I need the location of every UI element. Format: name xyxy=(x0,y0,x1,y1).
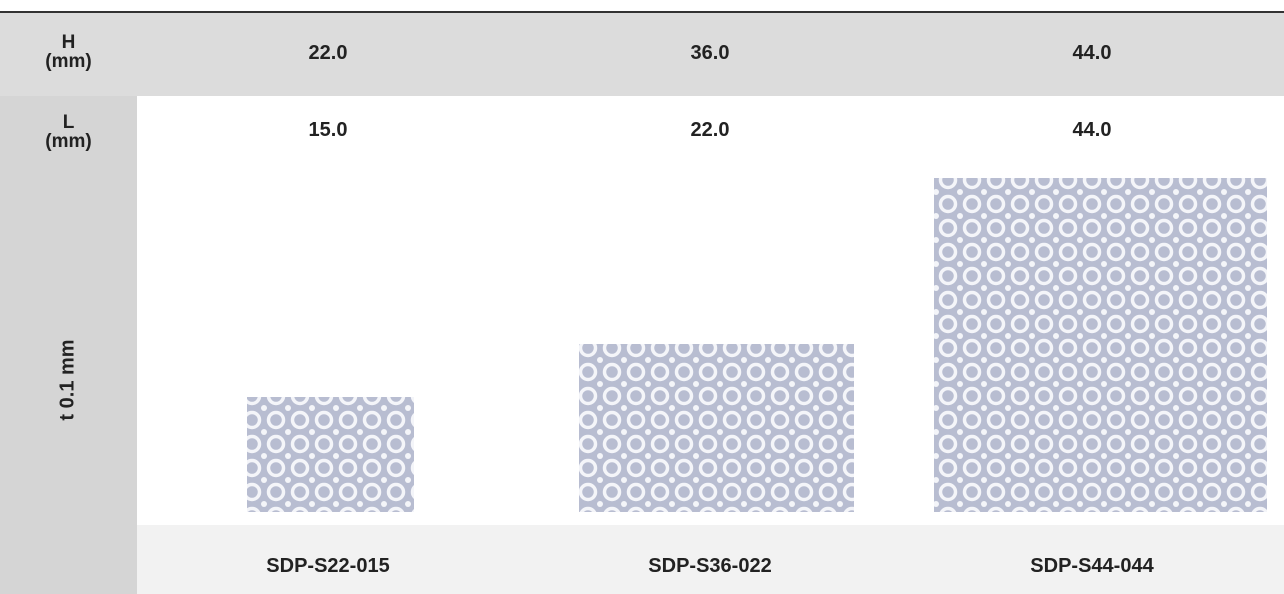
top-border xyxy=(0,11,1284,13)
row-label-line: (mm) xyxy=(45,131,92,152)
row-label-line: L xyxy=(62,112,75,133)
product-code: SDP-S22-015 xyxy=(266,555,390,577)
label-column xyxy=(0,96,137,594)
row-label-line: (mm) xyxy=(45,51,92,72)
row-label-line: H xyxy=(61,32,76,53)
cell: 36.0 xyxy=(690,42,730,64)
product-code: SDP-S36-022 xyxy=(648,555,772,577)
row-label: H (mm) xyxy=(0,33,137,71)
row-label: L (mm) xyxy=(0,113,137,151)
cell: 44.0 xyxy=(1072,119,1112,141)
cell: 44.0 xyxy=(1072,42,1112,64)
cell: 22.0 xyxy=(690,119,730,141)
product-code: SDP-S44-044 xyxy=(1030,555,1154,577)
code-row xyxy=(137,525,1284,594)
mesh-image xyxy=(934,178,1267,512)
header-row xyxy=(0,13,1284,96)
cell: 15.0 xyxy=(308,119,348,141)
mesh-image xyxy=(579,344,854,512)
cell: 22.0 xyxy=(308,42,348,64)
mesh-image xyxy=(247,397,414,512)
